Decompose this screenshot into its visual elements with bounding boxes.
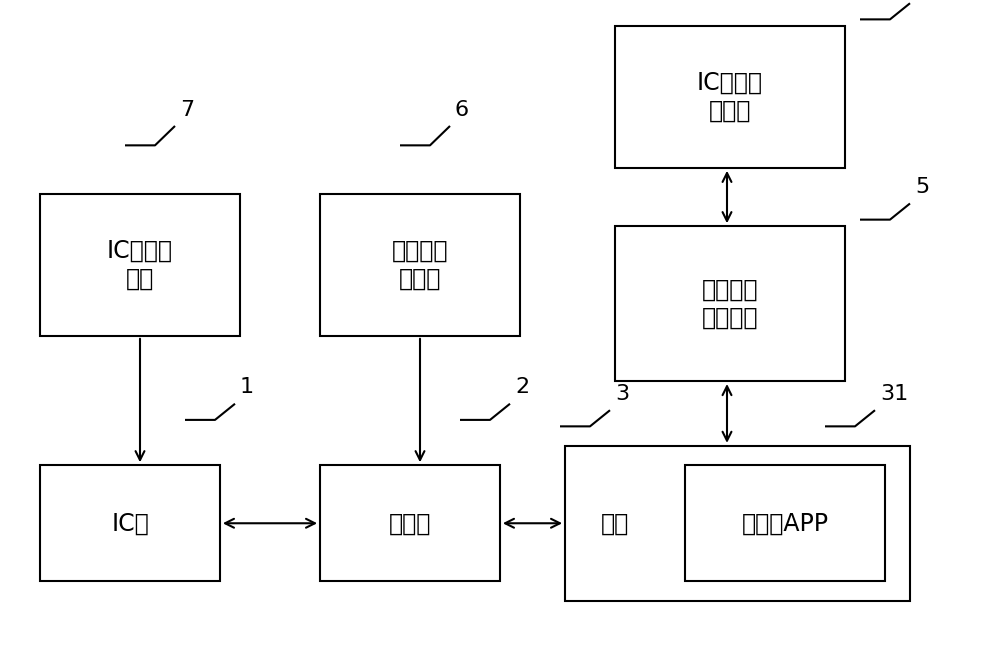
Text: 2: 2: [515, 377, 529, 397]
Text: 读卡器管
理机构: 读卡器管 理机构: [392, 239, 448, 291]
Text: 1: 1: [240, 377, 254, 397]
Text: IC卡: IC卡: [111, 511, 149, 536]
Text: 31: 31: [880, 384, 908, 404]
Text: 7: 7: [180, 99, 194, 120]
Bar: [320, 194, 520, 336]
Text: 6: 6: [455, 99, 469, 120]
Text: IC卡管理
服务器: IC卡管理 服务器: [697, 71, 763, 123]
Bar: [320, 465, 500, 581]
Text: 3: 3: [615, 384, 629, 404]
Text: 手机: 手机: [601, 511, 629, 536]
Bar: [615, 26, 845, 168]
Bar: [685, 465, 885, 581]
Text: IC卡管理
机构: IC卡管理 机构: [107, 239, 173, 291]
Bar: [565, 446, 910, 601]
Text: 读卡器管
理服务器: 读卡器管 理服务器: [702, 278, 758, 329]
Bar: [40, 194, 240, 336]
Bar: [615, 226, 845, 381]
Bar: [40, 465, 220, 581]
Text: 5: 5: [915, 177, 929, 197]
Text: 读卡器: 读卡器: [389, 511, 431, 536]
Text: 读卡器APP: 读卡器APP: [742, 511, 828, 536]
